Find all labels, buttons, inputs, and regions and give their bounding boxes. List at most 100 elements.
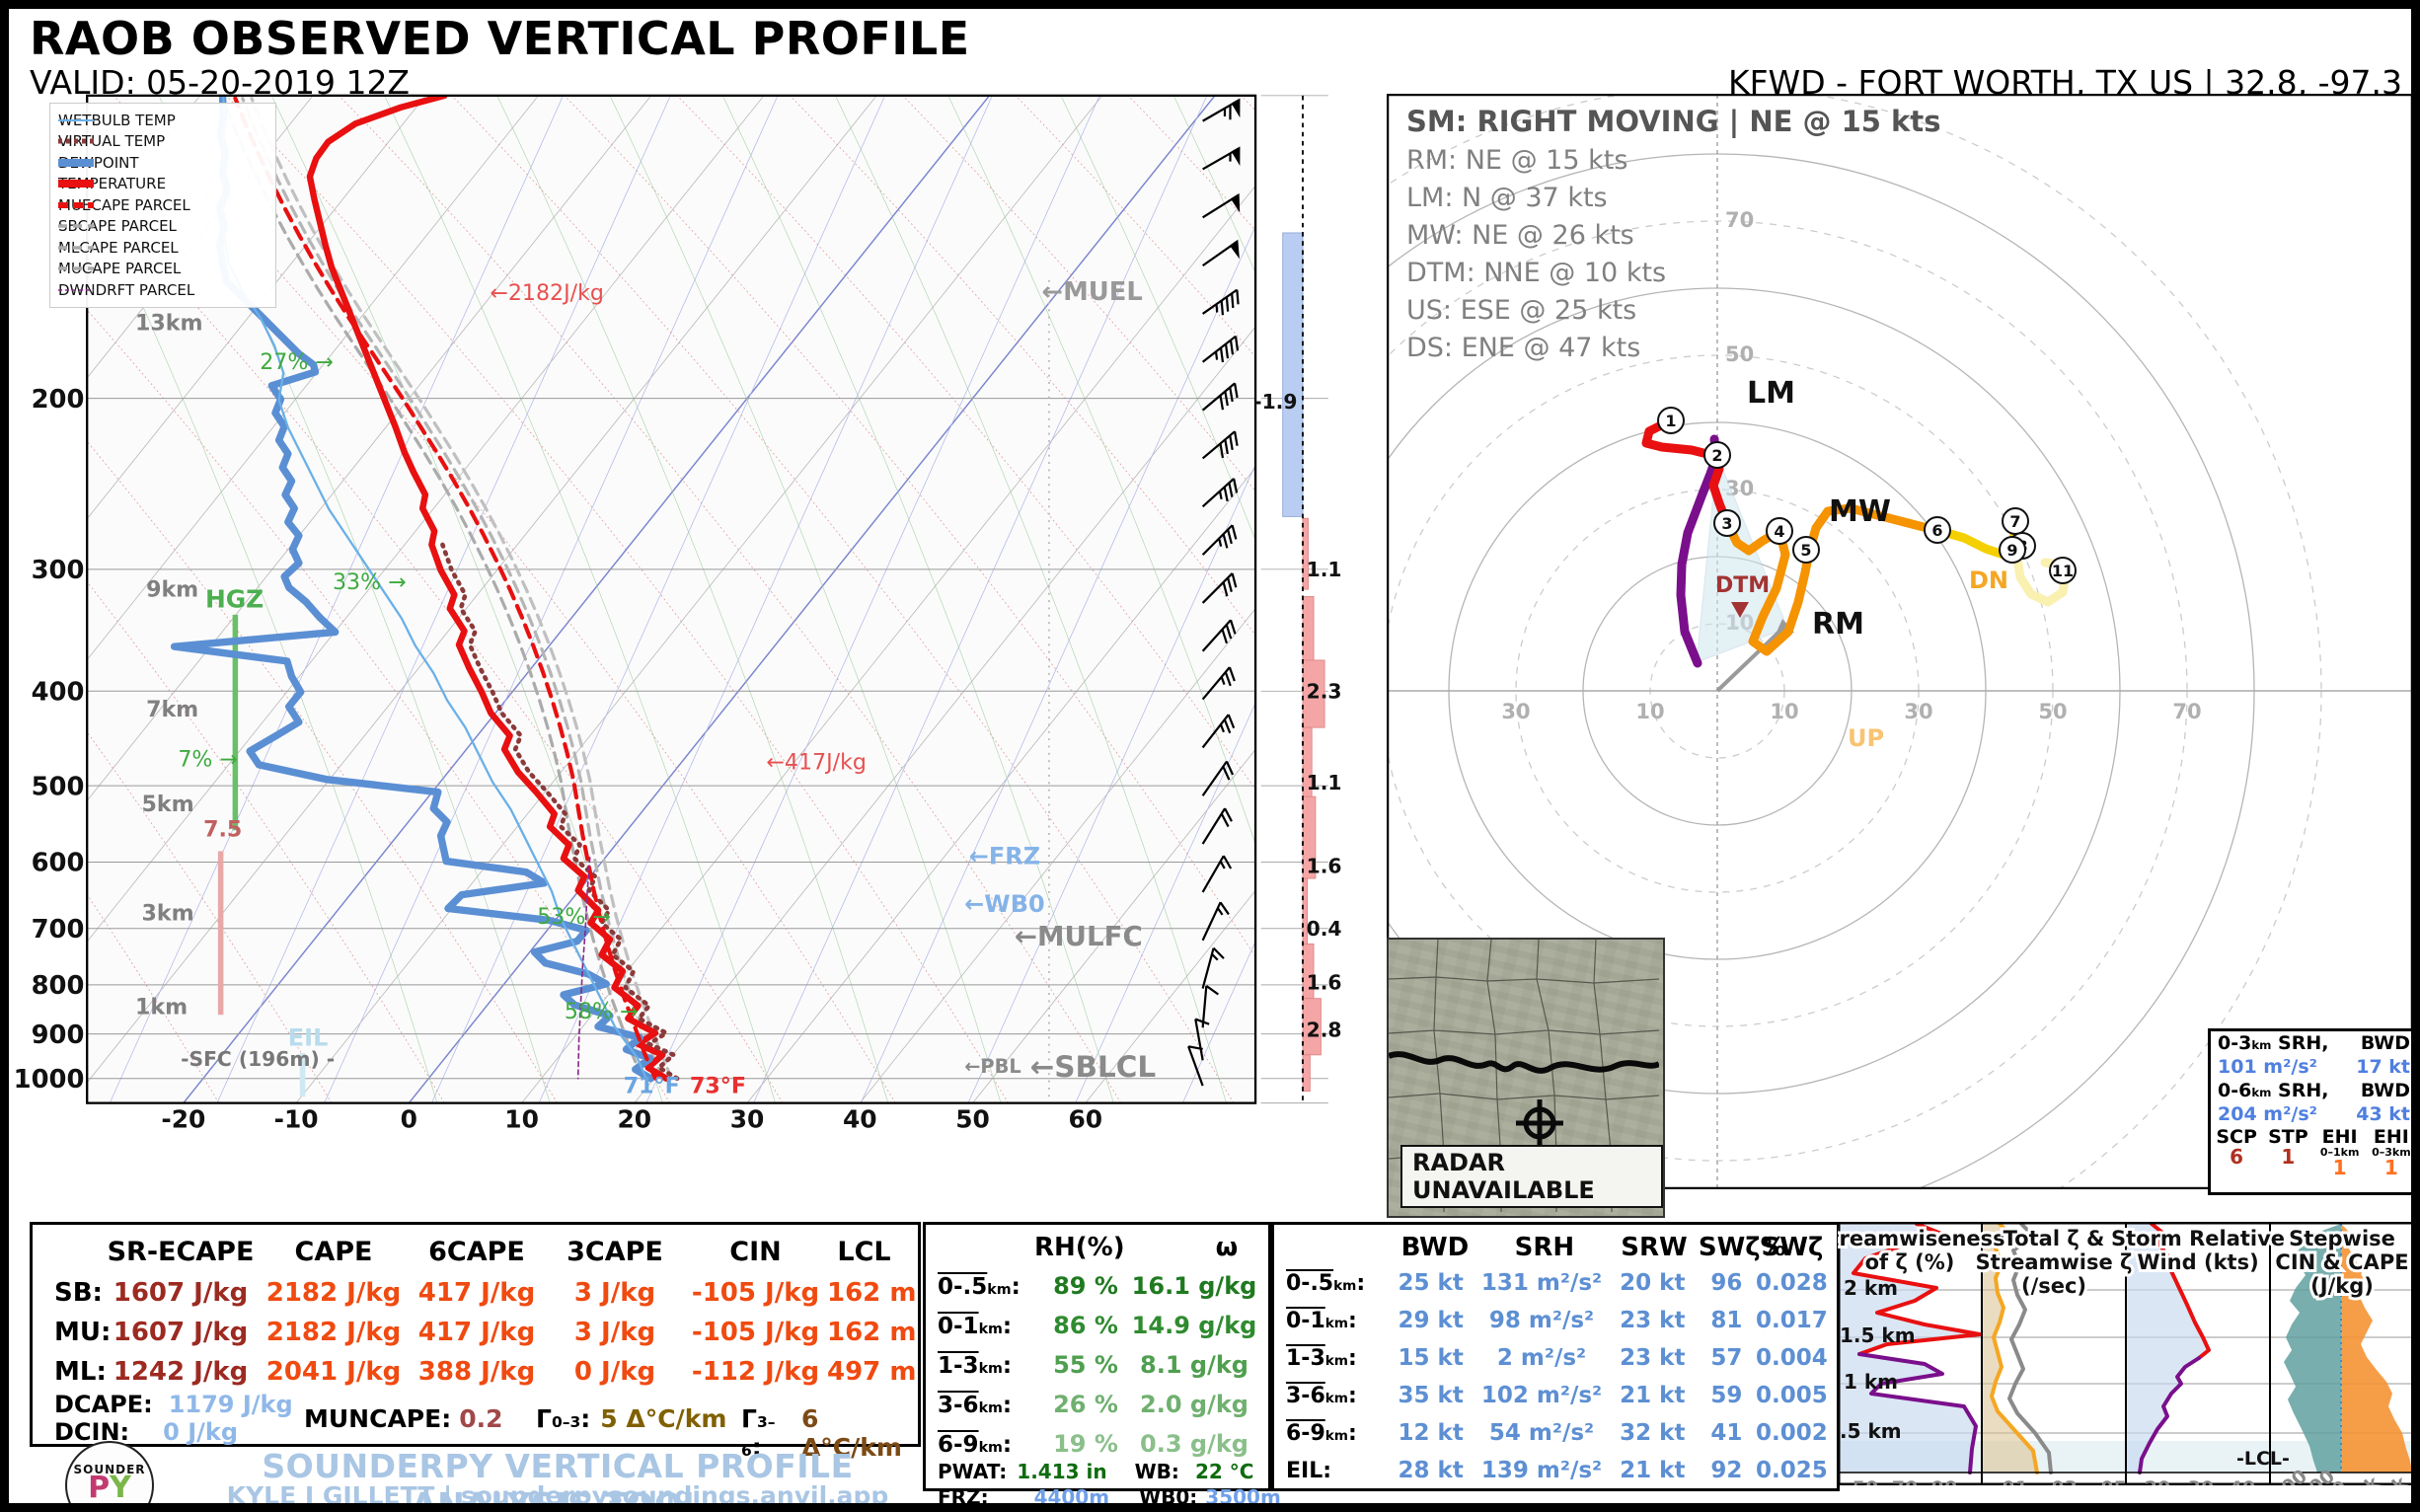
skewt-legend: WETBULB TEMP VIRTUAL TEMP DEWPOINT TEMPE… (49, 103, 276, 308)
svg-text:4: 4 (1774, 522, 1784, 541)
svg-text:500: 500 (32, 772, 85, 801)
bwd-value: 25 kt (1398, 1270, 1464, 1296)
svg-text:2 km: 2 km (1844, 1276, 1898, 1300)
composite-indices: SCP 6 STP 1 EHI 0–1km 1 EHI 0–3km 1 (2216, 1126, 2411, 1179)
hodograph-height-marker: 7 (2002, 507, 2029, 535)
svg-text:2.3: 2.3 (1307, 680, 1342, 704)
legend-label: TEMPERATURE (58, 175, 167, 193)
svg-text:LM: N @ 37 kts: LM: N @ 37 kts (1406, 183, 1608, 213)
wind-barb-icon (1201, 666, 1236, 701)
bwd-value: 28 kt (1398, 1458, 1464, 1483)
w-value: 0.3 g/kg (1140, 1430, 1248, 1458)
svg-text:DN: DN (1969, 567, 2008, 594)
svg-text:RM: NE @ 15 kts: RM: NE @ 15 kts (1406, 145, 1627, 176)
svg-text:.5 km: .5 km (1840, 1419, 1902, 1443)
hodograph-height-marker: 5 (1792, 536, 1820, 564)
value: 3 J/kg (573, 1278, 656, 1308)
col-header: BWD (1400, 1233, 1470, 1262)
svg-text:13km: 13km (135, 311, 203, 337)
wind-barb-icon (1201, 288, 1240, 316)
w-value: 14.9 g/kg (1131, 1312, 1257, 1339)
svg-text:6: 6 (1931, 521, 1942, 540)
hodograph-height-marker: 2 (1703, 441, 1731, 469)
wind-barb-icon (1201, 807, 1233, 845)
legend-label: SBCAPE PARCEL (58, 217, 177, 236)
svg-text:200: 200 (32, 385, 85, 415)
muncape-value: 0.2 (459, 1404, 503, 1433)
svg-text:←417J/kg: ←417J/kg (766, 750, 867, 776)
wind-barb-icon (1201, 524, 1238, 556)
rh-value: 26 % (1053, 1391, 1118, 1418)
mixing-ratio-header: ω (1215, 1233, 1239, 1262)
swzeta: 0.002 (1755, 1420, 1828, 1446)
col-header: SR-ECAPE (107, 1237, 255, 1267)
svg-text:SM: RIGHT MOVING | NE @ 15 kts: SM: RIGHT MOVING | NE @ 15 kts (1406, 105, 1940, 138)
svg-text:33% →: 33% → (333, 569, 407, 595)
svg-text:←PBL: ←PBL (964, 1055, 1021, 1078)
col-header: SWζ (1761, 1233, 1824, 1262)
srh-bwd-summary-box: 0-3km SRH, BWD 101 m²/s² 17 kt 0-6km SRH,… (2208, 1028, 2420, 1195)
srw-value: 23 kt (1620, 1308, 1686, 1333)
svg-text:-10: -10 (274, 1105, 319, 1134)
dcape-label: DCAPE: (54, 1391, 153, 1418)
svg-text:1.1: 1.1 (1307, 771, 1342, 794)
svg-text:RM: RM (1812, 607, 1864, 642)
svg-text:7% →: 7% → (178, 747, 238, 773)
value: -105 J/kg (691, 1278, 820, 1308)
row-label: SB: (54, 1278, 103, 1308)
wind-barb-icon (1202, 146, 1241, 171)
col-header: CAPE (294, 1237, 373, 1267)
svg-text:←FRZ: ←FRZ (969, 842, 1040, 869)
svg-text:Streamwiseness: Streamwiseness (1838, 1227, 2005, 1250)
rh-table: RH(%) ω 0-.5km: 89 % 16.1 g/kg 0-1km: 86… (923, 1222, 1281, 1509)
swzeta-pct: 41 (1710, 1420, 1743, 1446)
wind-barb-icon (1201, 478, 1239, 508)
value: -112 J/kg (691, 1357, 820, 1387)
svg-text:70: 70 (1892, 1477, 1918, 1485)
svg-text:40: 40 (843, 1105, 877, 1134)
srh-value: 102 m²/s² (1480, 1383, 1603, 1408)
legend-label: MUECAPE PARCEL (58, 195, 190, 214)
svg-text:50: 50 (2038, 700, 2067, 723)
svg-text:30: 30 (1501, 700, 1530, 723)
srh-value: 2 m²/s² (1496, 1345, 1587, 1371)
value: 417 J/kg (417, 1278, 536, 1308)
wind-barb-icon (1201, 430, 1239, 460)
svg-text:40: 40 (2230, 1477, 2255, 1485)
svg-text:←SBLCL: ←SBLCL (1030, 1050, 1157, 1084)
wind-barb-icon (1201, 382, 1239, 412)
wind-barb-icon (1201, 619, 1237, 652)
value: 497 m (827, 1357, 917, 1387)
wind-barb-icon (1202, 192, 1241, 219)
legend-item: MUCAPE PARCEL (58, 259, 267, 280)
col-header: 3CAPE (567, 1237, 663, 1267)
svg-text:7: 7 (2009, 512, 2020, 531)
svg-text:Streamwise ζ: Streamwise ζ (1976, 1250, 2133, 1274)
lapse-3-6-value: 6 Δ°C/km (800, 1404, 902, 1462)
legend-item: MUECAPE PARCEL (58, 194, 267, 216)
svg-text:EIL: EIL (288, 1024, 329, 1052)
swzeta-pct: 92 (1710, 1458, 1743, 1483)
radar-inset-map: RADAR UNAVAILABLE (1387, 938, 1665, 1218)
legend-label: MUCAPE PARCEL (58, 260, 182, 278)
value: 417 J/kg (417, 1318, 536, 1347)
col-header: SRH (1514, 1233, 1575, 1262)
dcape-value: 1179 J/kg (168, 1391, 293, 1418)
hodograph-height-marker: 11 (2049, 557, 2077, 584)
svg-text:←MUEL: ←MUEL (1042, 277, 1143, 307)
hodograph-height-marker: 1 (1657, 407, 1685, 434)
svg-text:LM: LM (1747, 376, 1795, 411)
svg-text:-1.9: -1.9 (1253, 390, 1297, 414)
wind-barb-icon (1201, 855, 1233, 893)
wb-label: WB: (1134, 1460, 1179, 1483)
svg-text:9: 9 (2006, 541, 2017, 560)
kinematics-table: BWD SRH SRW SWζ% SWζ 0-.5km: 25 kt 131 m… (1271, 1222, 1840, 1491)
svg-text:60: 60 (1068, 1105, 1102, 1134)
svg-text:1km: 1km (135, 994, 188, 1020)
swzeta: 0.005 (1755, 1383, 1828, 1408)
wb0-label: WB0: (1139, 1485, 1198, 1509)
wind-barb-icon (1201, 239, 1240, 267)
svg-text:10: 10 (1635, 700, 1664, 723)
srh-0-3-header: 0-3km SRH, BWD (2218, 1032, 2410, 1054)
srh-0-6-header: 0-6km SRH, BWD (2218, 1080, 2410, 1101)
